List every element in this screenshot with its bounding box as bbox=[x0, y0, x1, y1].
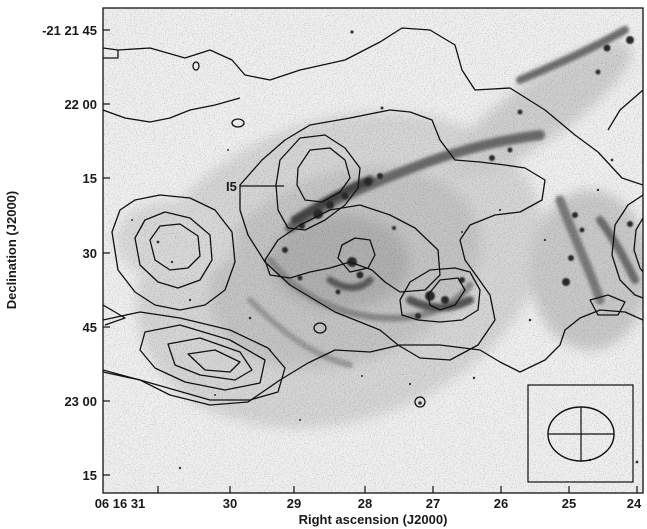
i5-label: I5 bbox=[226, 179, 237, 194]
x-tick-label: 27 bbox=[426, 496, 440, 511]
y-tick-label: 30 bbox=[83, 246, 97, 261]
x-tick-label: 25 bbox=[562, 496, 576, 511]
x-tick-label: 28 bbox=[358, 496, 372, 511]
y-tick-labels: -21 21 45 22 00 15 30 45 23 00 15 bbox=[42, 23, 97, 483]
beam-inset bbox=[527, 384, 634, 483]
y-ticks bbox=[103, 29, 110, 476]
y-tick-label: -21 21 45 bbox=[42, 23, 97, 38]
contour-lines bbox=[103, 27, 643, 408]
y-tick-label: 15 bbox=[83, 171, 97, 186]
y-tick-label: 22 00 bbox=[64, 97, 97, 112]
y-tick-label: 15 bbox=[83, 468, 97, 483]
x-tick-label: 29 bbox=[287, 496, 301, 511]
x-tick-label: 26 bbox=[494, 496, 508, 511]
plot-frame bbox=[102, 7, 644, 494]
galaxy-image bbox=[103, 8, 643, 493]
y-tick-label: 23 00 bbox=[64, 394, 97, 409]
x-axis-title: Right ascension (J2000) bbox=[299, 512, 448, 527]
i5-annotation: I5 bbox=[226, 179, 284, 194]
x-tick-label: 06 16 31 bbox=[95, 496, 146, 511]
y-tick-label: 45 bbox=[83, 320, 97, 335]
x-tick-label: 30 bbox=[223, 496, 237, 511]
x-tick-labels: 06 16 31 30 29 28 27 26 25 24 bbox=[95, 496, 642, 511]
x-tick-label: 24 bbox=[627, 496, 642, 511]
y-axis-title: Declination (J2000) bbox=[4, 191, 19, 310]
x-ticks bbox=[157, 486, 638, 493]
